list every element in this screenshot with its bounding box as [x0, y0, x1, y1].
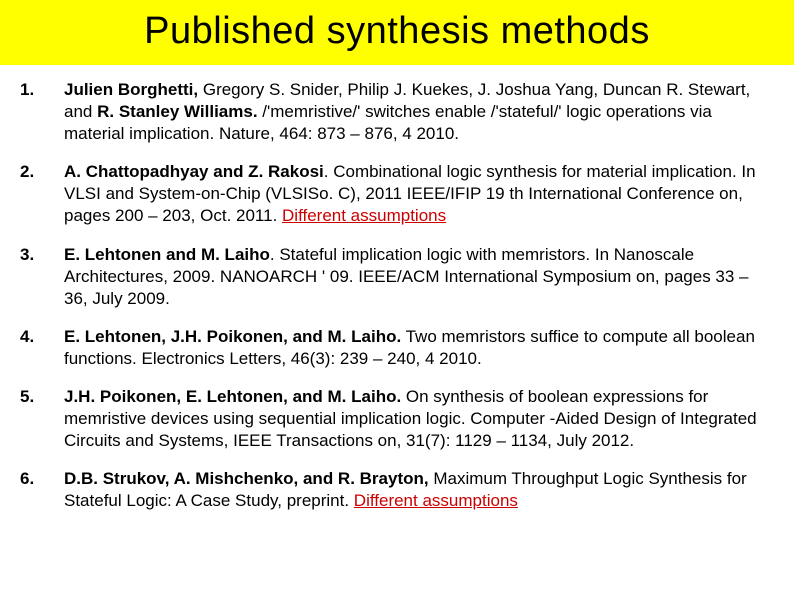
- list-item: 3. E. Lehtonen and M. Laiho. Stateful im…: [20, 244, 774, 310]
- item-number: 3.: [20, 244, 64, 310]
- list-item: 4. E. Lehtonen, J.H. Poikonen, and M. La…: [20, 326, 774, 370]
- note-highlight: Different assumptions: [282, 206, 446, 225]
- author-bold: J.H. Poikonen, E. Lehtonen, and M. Laiho…: [64, 387, 401, 406]
- author-bold: E. Lehtonen and M. Laiho: [64, 245, 270, 264]
- item-body: E. Lehtonen, J.H. Poikonen, and M. Laiho…: [64, 326, 774, 370]
- item-body: E. Lehtonen and M. Laiho. Stateful impli…: [64, 244, 774, 310]
- item-number: 4.: [20, 326, 64, 370]
- note-highlight: Different assumptions: [354, 491, 518, 510]
- slide-title: Published synthesis methods: [0, 10, 794, 53]
- item-number: 6.: [20, 468, 64, 512]
- reference-list: 1. Julien Borghetti, Gregory S. Snider, …: [0, 65, 794, 513]
- item-body: D.B. Strukov, A. Mishchenko, and R. Bray…: [64, 468, 774, 512]
- author-bold: Julien Borghetti,: [64, 80, 198, 99]
- item-number: 2.: [20, 161, 64, 227]
- item-number: 5.: [20, 386, 64, 452]
- title-bar: Published synthesis methods: [0, 0, 794, 65]
- author-bold: D.B. Strukov, A. Mishchenko, and R. Bray…: [64, 469, 429, 488]
- item-body: J.H. Poikonen, E. Lehtonen, and M. Laiho…: [64, 386, 774, 452]
- item-body: Julien Borghetti, Gregory S. Snider, Phi…: [64, 79, 774, 145]
- item-body: A. Chattopadhyay and Z. Rakosi. Combinat…: [64, 161, 774, 227]
- list-item: 5. J.H. Poikonen, E. Lehtonen, and M. La…: [20, 386, 774, 452]
- list-item: 2. A. Chattopadhyay and Z. Rakosi. Combi…: [20, 161, 774, 227]
- author-bold: E. Lehtonen, J.H. Poikonen, and M. Laiho…: [64, 327, 401, 346]
- item-number: 1.: [20, 79, 64, 145]
- list-item: 6. D.B. Strukov, A. Mishchenko, and R. B…: [20, 468, 774, 512]
- author-bold: R. Stanley Williams.: [97, 102, 257, 121]
- author-bold: A. Chattopadhyay and Z. Rakosi: [64, 162, 324, 181]
- list-item: 1. Julien Borghetti, Gregory S. Snider, …: [20, 79, 774, 145]
